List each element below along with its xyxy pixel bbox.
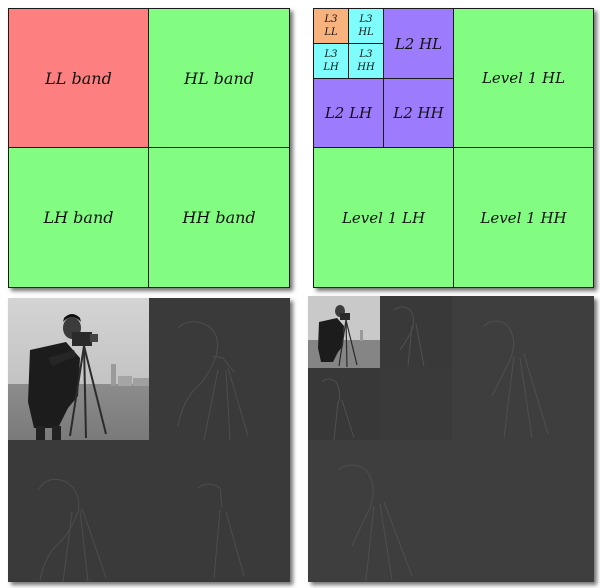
l3-ll-label-top: L3 xyxy=(324,14,338,25)
l3-hl-label-top: L3 xyxy=(359,14,373,25)
lh-band-cell: LH band xyxy=(8,147,149,288)
l2-hl-cell: L2 HL xyxy=(383,8,454,79)
l2-hh-cell: L2 HH xyxy=(383,78,454,148)
detail-edge-traces xyxy=(37,321,249,582)
three-level-coefficient-image xyxy=(308,296,594,582)
detail-edge-traces-multilevel xyxy=(321,306,549,581)
l3-lh-label-top: L3 xyxy=(324,49,338,60)
ll-band-label: LL band xyxy=(45,68,112,88)
lh-band-label: LH band xyxy=(43,208,114,227)
hl-band-cell: HL band xyxy=(148,8,290,148)
hh-band-cell: HH band xyxy=(148,147,290,288)
l3-ll-label-bottom: LL xyxy=(324,27,338,38)
l1-hh-cell: Level 1 HH xyxy=(453,147,594,288)
three-level-coefficient-svg xyxy=(308,296,549,581)
l3-hl-label-bottom: HL xyxy=(358,27,374,38)
cameraman-approximation-small xyxy=(308,296,380,368)
l1-lh-cell: Level 1 LH xyxy=(313,147,454,288)
l3-lh-cell: L3 LH xyxy=(313,43,349,79)
l2-hl-label: L2 HL xyxy=(394,34,443,53)
l3-hh-label-top: L3 xyxy=(359,49,373,60)
one-level-coefficient-image xyxy=(8,298,290,582)
l3-hh-label-bottom: HH xyxy=(357,62,375,73)
l2-lh-label: L2 LH xyxy=(324,104,373,122)
l2-hh-label: L2 HH xyxy=(393,104,444,122)
l3-ll-cell: L3 LL xyxy=(313,8,349,44)
one-level-diagram: LL band HL band LH band HH band xyxy=(8,8,290,288)
l1-hh-label: Level 1 HH xyxy=(480,208,567,227)
l2-lh-cell: L2 LH xyxy=(313,78,384,148)
l1-hl-cell: Level 1 HL xyxy=(453,8,594,148)
one-level-coefficient-svg xyxy=(8,298,249,582)
l1-hl-label: Level 1 HL xyxy=(481,69,566,87)
l3-lh-label-bottom: LH xyxy=(323,62,339,73)
l1-lh-label: Level 1 LH xyxy=(341,208,426,227)
l3-hh-cell: L3 HH xyxy=(348,43,384,79)
hl-band-label: HL band xyxy=(184,68,254,88)
ll-band-cell: LL band xyxy=(8,8,149,148)
hh-band-label: HH band xyxy=(182,208,256,227)
three-level-diagram: L3 LL L3 HL L3 LH L3 HH L2 HL L2 LH L2 H… xyxy=(313,8,594,288)
l3-hl-cell: L3 HL xyxy=(348,8,384,44)
cameraman-approximation xyxy=(8,298,149,440)
